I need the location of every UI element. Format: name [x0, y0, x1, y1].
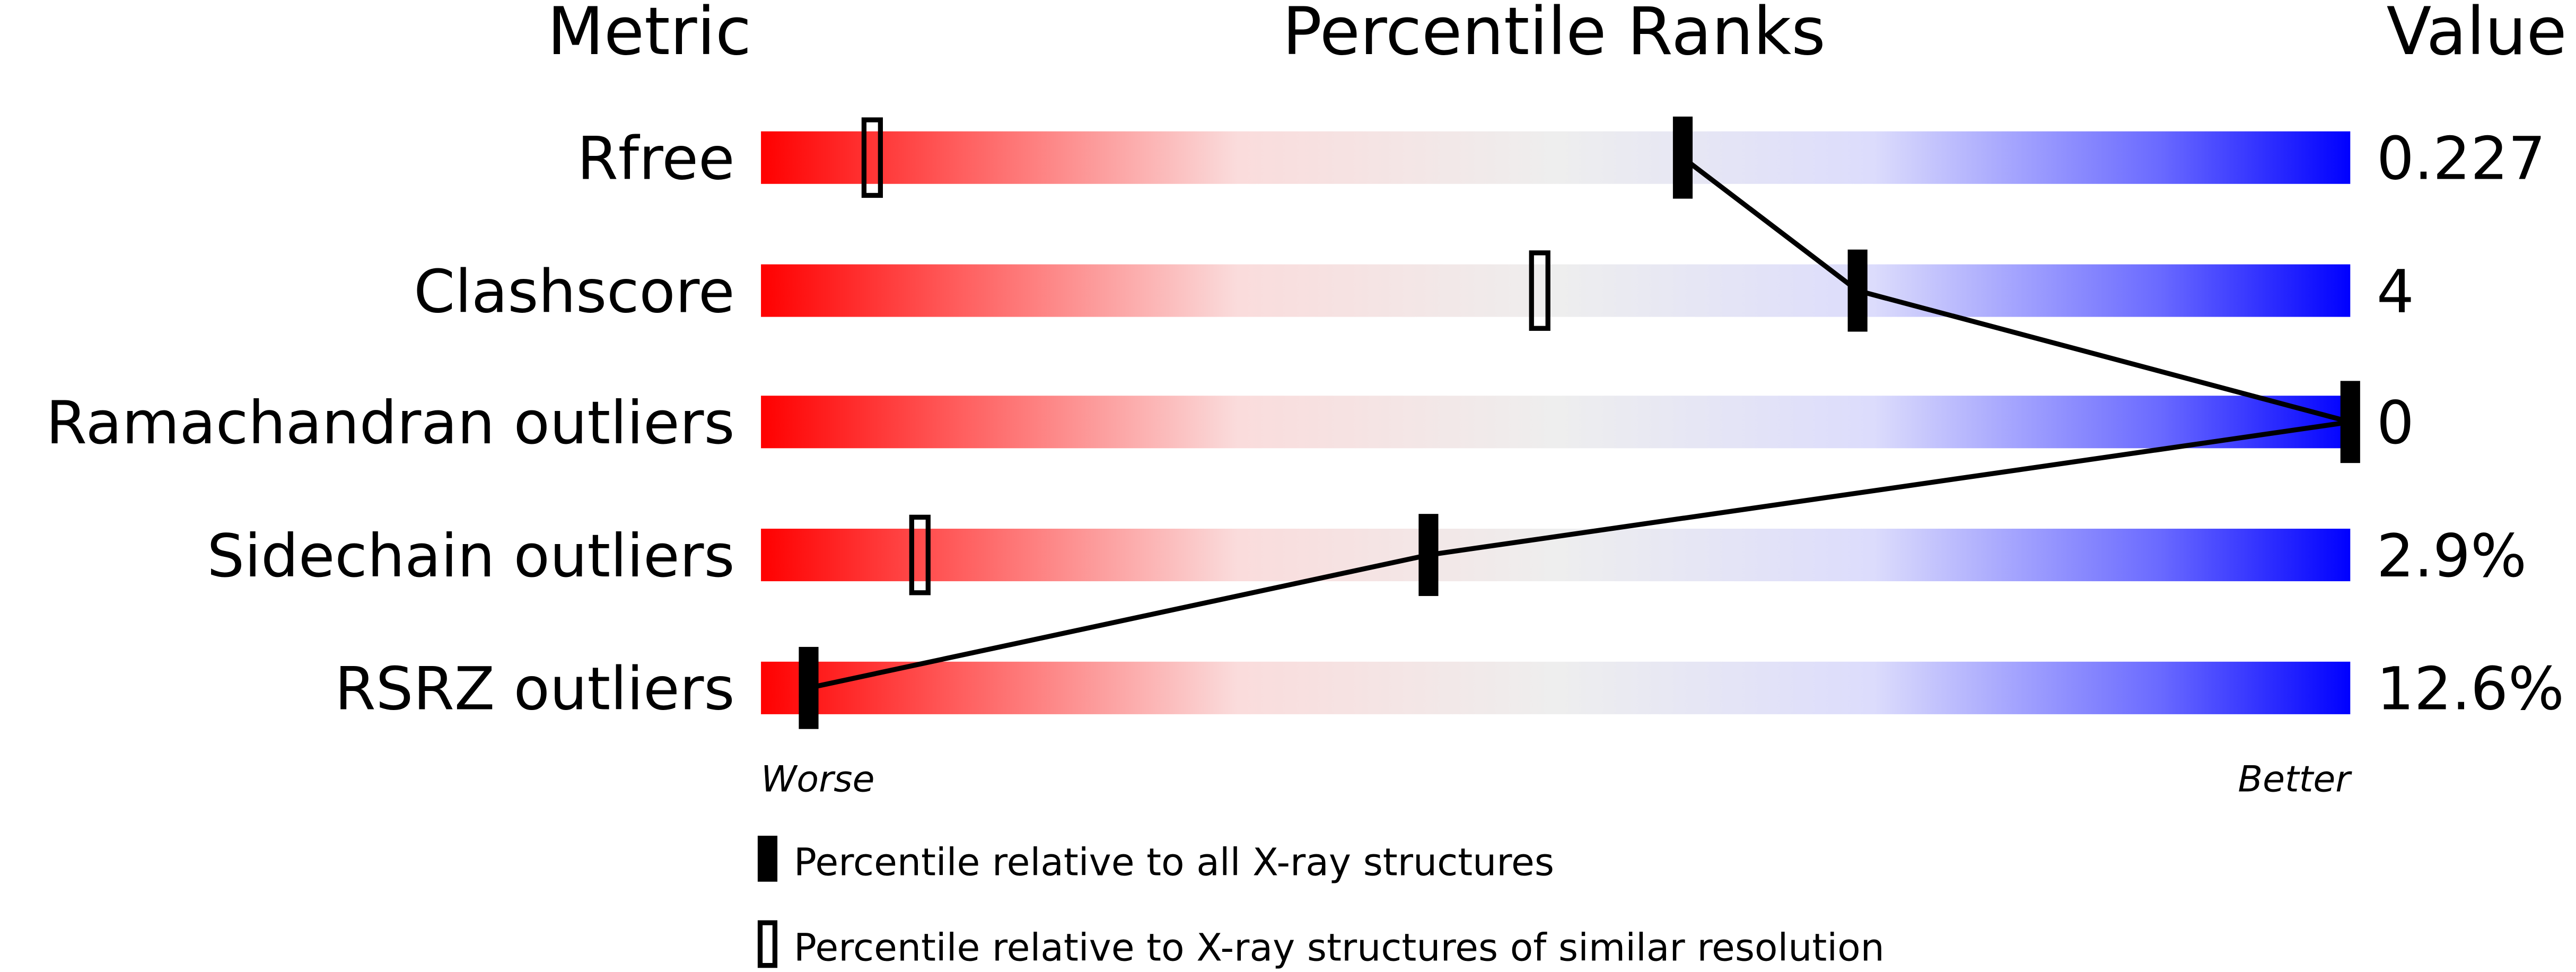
marker-all-structures: [1418, 514, 1439, 596]
marker-all-structures: [1672, 116, 1693, 199]
axis-label-better: Better: [2238, 758, 2352, 800]
percentile-bar: [761, 264, 2351, 317]
header-value: Value: [2387, 0, 2567, 70]
metric-label: Rfree: [577, 125, 734, 193]
header-metric: Metric: [547, 0, 751, 70]
legend-filled-marker: [757, 836, 778, 882]
percentile-bar: [761, 396, 2351, 449]
metric-value: 12.6%: [2377, 655, 2564, 724]
marker-all-structures: [799, 646, 819, 729]
metric-value: 4: [2377, 258, 2414, 326]
metric-label: Ramachandran outliers: [46, 389, 735, 458]
marker-similar-resolution: [861, 117, 883, 198]
marker-all-structures: [2340, 381, 2360, 463]
metric-value: 2.9%: [2377, 522, 2527, 591]
metric-value: 0.227: [2377, 125, 2546, 193]
axis-label-worse: Worse: [761, 758, 874, 800]
percentile-bar: [761, 131, 2351, 184]
metric-value: 0: [2377, 389, 2414, 458]
marker-similar-resolution: [909, 514, 931, 596]
legend-label-similar: Percentile relative to X-ray structures …: [794, 925, 1885, 969]
metric-label: Sidechain outliers: [207, 522, 734, 591]
percentile-bar: [761, 661, 2351, 714]
legend-open-marker: [757, 920, 778, 968]
legend-label-all: Percentile relative to all X-ray structu…: [794, 840, 1554, 884]
metric-label: Clashscore: [414, 258, 734, 326]
marker-all-structures: [1847, 249, 1868, 332]
header-percentile: Percentile Ranks: [1282, 0, 1825, 70]
metric-label: RSRZ outliers: [335, 655, 734, 724]
marker-similar-resolution: [1529, 250, 1550, 331]
